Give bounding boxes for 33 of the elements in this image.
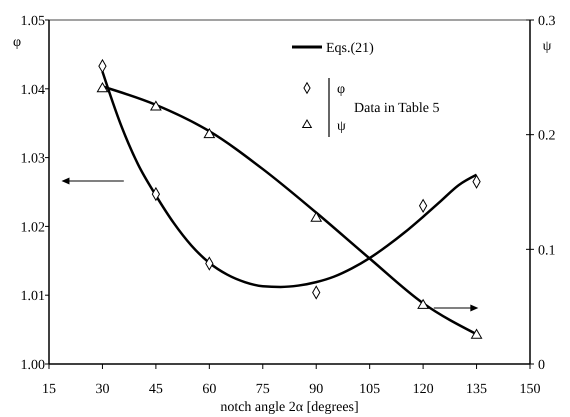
y2-tick-label: 0.1	[538, 243, 556, 258]
y-tick-label: 1.04	[20, 82, 45, 98]
y-tick-label: 1.00	[20, 358, 45, 373]
x-tick-label: 150	[520, 382, 540, 397]
x-axis-title: notch angle 2α [degrees]	[220, 400, 359, 415]
x-tick-label: 90	[309, 382, 324, 397]
x-tick-label: 30	[95, 382, 110, 397]
y2-axis-title: ψ	[542, 39, 552, 54]
x-tick-label: 120	[412, 382, 434, 397]
legend-label: φ	[337, 82, 346, 97]
x-tick-label: 60	[202, 382, 216, 397]
legend-label: ψ	[337, 119, 346, 134]
y-tick-label: 1.05	[20, 14, 45, 29]
point	[96, 82, 108, 92]
y2-tick-label: 0	[538, 358, 545, 373]
point	[310, 212, 322, 222]
y2-tick-label: 0.3	[538, 14, 556, 29]
x-tick-label: 45	[148, 382, 163, 397]
y-axis-title: φ	[12, 35, 22, 50]
point	[471, 329, 482, 339]
point	[418, 299, 429, 309]
y-tick-label: 1.03	[20, 152, 45, 167]
x-tick-label: 75	[256, 382, 270, 397]
y2-tick-label: 0.2	[538, 128, 556, 144]
x-tick-label: 105	[359, 382, 380, 397]
y-tick-label: 1.01	[20, 289, 45, 304]
x-tick-label: 135	[466, 382, 488, 397]
legend-label: Eqs.(21)	[326, 41, 374, 56]
annotation: Data in Table 5	[354, 101, 440, 116]
point	[204, 128, 215, 138]
y-tick-label: 1.02	[20, 220, 45, 236]
x-tick-label: 15	[42, 382, 56, 397]
point	[150, 100, 162, 111]
